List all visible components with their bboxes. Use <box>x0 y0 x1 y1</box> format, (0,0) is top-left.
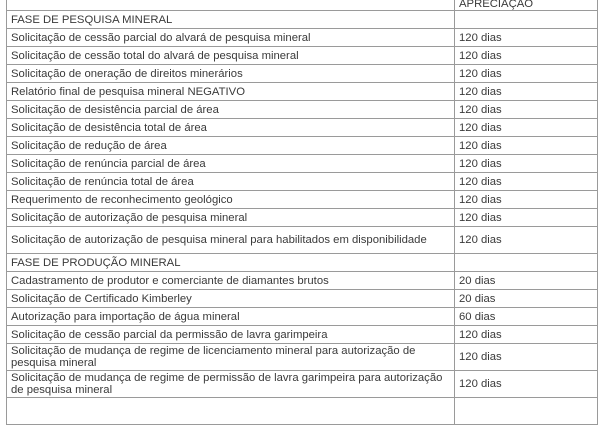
appreciation-deadline: 120 dias <box>454 172 598 191</box>
appreciation-deadline: 120 dias <box>454 46 598 65</box>
appreciation-deadline: 120 dias <box>454 325 598 344</box>
appreciation-deadline: 120 dias <box>454 226 598 254</box>
table-row: Solicitação de desistência parcial de ár… <box>6 100 598 119</box>
procedure-name: Relatório final de pesquisa mineral NEGA… <box>6 82 455 101</box>
table-row: Solicitação de desistência total de área… <box>6 118 598 137</box>
procedure-name: Autorização para importação de água mine… <box>6 307 455 326</box>
procedure-name: Solicitação de cessão parcial da permiss… <box>6 325 455 344</box>
appreciation-deadline: 20 dias <box>454 271 598 290</box>
section-title: FASE DE PESQUISA MINERAL <box>6 10 455 29</box>
appreciation-deadline: 120 dias <box>454 136 598 155</box>
table-row: Solicitação de mudança de regime de perm… <box>6 370 598 398</box>
appreciation-deadline: 120 dias <box>454 28 598 47</box>
table-row: Solicitação de renúncia parcial de área 1… <box>6 154 598 173</box>
procedure-name: Solicitação de desistência total de área <box>6 118 455 137</box>
appreciation-deadline: 120 dias <box>454 343 598 371</box>
appreciation-deadline: 120 dias <box>454 370 598 398</box>
appreciation-deadline: 120 dias <box>454 190 598 209</box>
procedure-name: Requerimento de reconhecimento geológico <box>6 190 455 209</box>
header-procedure <box>6 0 455 11</box>
table-row: Solicitação de oneração de direitos mine… <box>6 64 598 83</box>
procedure-name: Cadastramento de produtor e comerciante … <box>6 271 455 290</box>
table-row: Solicitação de autorização de pesquisa m… <box>6 226 598 254</box>
appreciation-deadline <box>454 397 598 425</box>
table-row: Solicitação de cessão parcial da permiss… <box>6 325 598 344</box>
section-row: FASE DE PRODUÇÃO MINERAL <box>6 253 598 272</box>
table-row: Solicitação de mudança de regime de lice… <box>6 343 598 371</box>
section-title: FASE DE PRODUÇÃO MINERAL <box>6 253 455 272</box>
procedure-name <box>6 397 455 425</box>
procedure-name: Solicitação de Certificado Kimberley <box>6 289 455 308</box>
table-row: Solicitação de redução de área 120 dias <box>6 136 598 155</box>
procedure-name: Solicitação de oneração de direitos mine… <box>6 64 455 83</box>
procedure-name: Solicitação de redução de área <box>6 136 455 155</box>
appreciation-deadline: 120 dias <box>454 118 598 137</box>
appreciation-deadline: 120 dias <box>454 64 598 83</box>
procedure-name: Solicitação de mudança de regime de lice… <box>6 343 455 371</box>
table-row-partial <box>6 397 598 425</box>
procedure-name: Solicitação de mudança de regime de perm… <box>6 370 455 398</box>
table-header-row: APRECIAÇÃO <box>6 0 598 11</box>
section-row: FASE DE PESQUISA MINERAL <box>6 10 598 29</box>
procedure-name: Solicitação de cessão total do alvará de… <box>6 46 455 65</box>
procedure-name: Solicitação de autorização de pesquisa m… <box>6 208 455 227</box>
table-row: Relatório final de pesquisa mineral NEGA… <box>6 82 598 101</box>
procedure-name: Solicitação de cessão parcial do alvará … <box>6 28 455 47</box>
table-row: Cadastramento de produtor e comerciante … <box>6 271 598 290</box>
table-row: Autorização para importação de água mine… <box>6 307 598 326</box>
procedure-name: Solicitação de renúncia total de área <box>6 172 455 191</box>
table-row: Requerimento de reconhecimento geológico… <box>6 190 598 209</box>
appreciation-deadline: 120 dias <box>454 82 598 101</box>
appreciation-deadline <box>454 253 598 272</box>
appreciation-deadline: 120 dias <box>454 208 598 227</box>
procedure-name: Solicitação de desistência parcial de ár… <box>6 100 455 119</box>
header-appreciation: APRECIAÇÃO <box>454 0 598 11</box>
procedures-table-container: APRECIAÇÃO FASE DE PESQUISA MINERAL Solic… <box>6 0 598 425</box>
procedures-table: APRECIAÇÃO FASE DE PESQUISA MINERAL Solic… <box>6 0 598 425</box>
table-row: Solicitação de cessão total do alvará de… <box>6 46 598 65</box>
table-row: Solicitação de Certificado Kimberley 20 d… <box>6 289 598 308</box>
procedure-name: Solicitação de renúncia parcial de área <box>6 154 455 173</box>
table-row: Solicitação de renúncia total de área 120… <box>6 172 598 191</box>
appreciation-deadline: 120 dias <box>454 154 598 173</box>
appreciation-deadline <box>454 10 598 29</box>
procedure-name: Solicitação de autorização de pesquisa m… <box>6 226 455 254</box>
table-row: Solicitação de autorização de pesquisa m… <box>6 208 598 227</box>
appreciation-deadline: 60 dias <box>454 307 598 326</box>
appreciation-deadline: 20 dias <box>454 289 598 308</box>
table-row: Solicitação de cessão parcial do alvará … <box>6 28 598 47</box>
appreciation-deadline: 120 dias <box>454 100 598 119</box>
